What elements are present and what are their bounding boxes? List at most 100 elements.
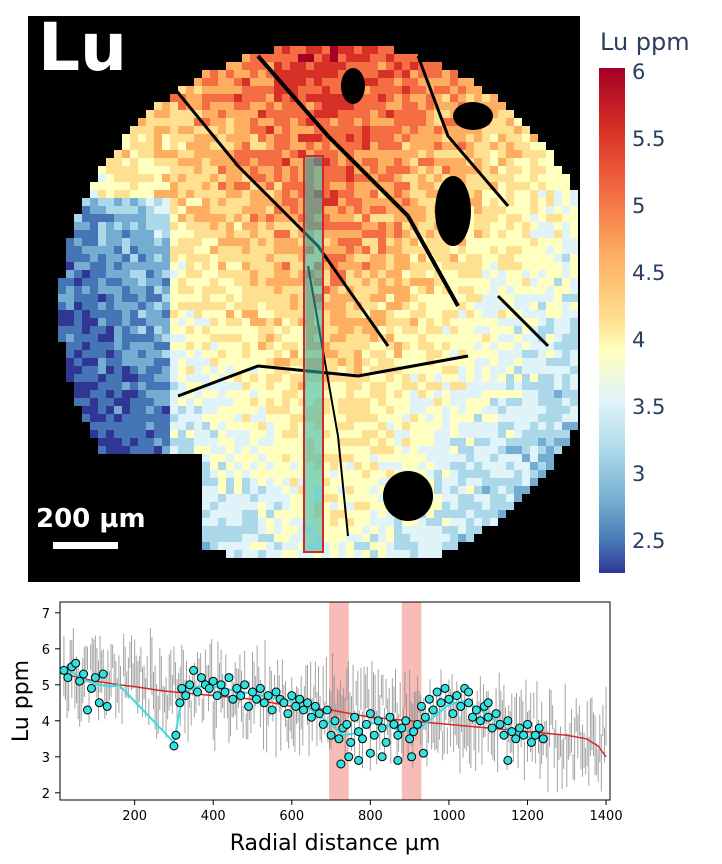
data-point xyxy=(94,698,104,708)
data-point xyxy=(523,719,532,729)
data-point xyxy=(330,716,340,726)
data-point xyxy=(519,730,529,740)
data-point xyxy=(169,741,179,751)
grain-hole xyxy=(453,102,493,130)
data-point xyxy=(283,709,293,719)
x-axis-label: Radial distance µm xyxy=(230,831,441,856)
data-point xyxy=(303,698,312,708)
scalebar-line xyxy=(53,542,118,549)
data-point xyxy=(432,687,442,697)
y-tick-label: 4 xyxy=(42,715,50,730)
x-tick-label: 600 xyxy=(279,809,304,824)
colorbar-tick: 4.5 xyxy=(632,261,666,285)
data-point xyxy=(409,727,419,737)
data-point xyxy=(271,687,281,697)
x-tick-label: 200 xyxy=(122,809,147,824)
data-point xyxy=(530,730,540,740)
x-tick-label: 1400 xyxy=(590,809,623,824)
y-tick-label: 6 xyxy=(42,643,50,658)
data-point xyxy=(98,669,108,679)
data-point xyxy=(377,752,387,762)
x-tick-label: 800 xyxy=(358,809,383,824)
data-point xyxy=(248,687,257,697)
data-point xyxy=(306,712,316,722)
data-point xyxy=(538,734,548,744)
radial-profile-chart: 200 400 600 800 1000 1200 1400 2 3 4 5 6 7 Radial dis… xyxy=(9,601,623,856)
data-point xyxy=(397,723,407,733)
data-point xyxy=(354,727,364,737)
data-point xyxy=(204,683,214,693)
data-point xyxy=(440,683,450,693)
element-label: Lu xyxy=(38,9,128,86)
data-point xyxy=(436,698,446,708)
data-point xyxy=(365,709,375,719)
data-point xyxy=(354,755,364,765)
data-point xyxy=(175,698,185,708)
colorbar-tick: 3.5 xyxy=(632,395,666,419)
x-tick-label: 1200 xyxy=(511,809,544,824)
data-point xyxy=(389,719,399,729)
data-point xyxy=(491,709,501,719)
data-point xyxy=(224,673,234,683)
colorbar-title: Lu ppm xyxy=(600,28,690,56)
data-point xyxy=(79,669,89,679)
data-point xyxy=(63,673,73,683)
data-point xyxy=(299,705,309,715)
data-point xyxy=(193,687,202,697)
data-point xyxy=(511,734,521,744)
data-point xyxy=(393,730,403,740)
data-point xyxy=(259,698,269,708)
x-tick-label: 400 xyxy=(201,809,226,824)
data-point xyxy=(314,709,324,719)
data-point xyxy=(405,734,415,744)
data-point xyxy=(495,719,505,729)
data-point xyxy=(452,691,462,701)
plot-frame xyxy=(59,601,611,801)
lu-concentration-map: Lu 200 µm xyxy=(28,9,580,582)
data-point xyxy=(413,719,422,729)
data-point xyxy=(416,701,426,711)
data-point xyxy=(464,687,474,697)
data-point xyxy=(263,691,273,701)
data-point xyxy=(83,705,92,715)
data-point xyxy=(310,701,320,711)
y-tick-label: 5 xyxy=(42,679,50,694)
data-point xyxy=(279,698,289,708)
data-point xyxy=(232,683,242,693)
data-point xyxy=(171,730,181,740)
data-point xyxy=(428,705,438,715)
data-point xyxy=(90,673,100,683)
data-point xyxy=(444,694,454,704)
data-point xyxy=(499,730,509,740)
scalebar-label: 200 µm xyxy=(36,504,146,534)
data-point xyxy=(255,683,265,693)
data-point xyxy=(448,709,458,719)
data-point xyxy=(71,658,81,668)
data-point xyxy=(487,723,497,733)
data-point xyxy=(369,730,379,740)
colorbar-tick: 6 xyxy=(632,60,646,84)
data-point xyxy=(326,730,336,740)
data-point xyxy=(212,691,222,701)
data-point xyxy=(483,712,493,722)
data-point xyxy=(401,716,411,726)
data-point xyxy=(507,727,517,737)
data-point xyxy=(181,691,191,701)
data-point xyxy=(534,723,544,733)
data-point xyxy=(287,691,297,701)
data-point xyxy=(361,719,371,729)
data-point xyxy=(291,701,301,711)
highlight-band xyxy=(401,602,422,800)
data-point xyxy=(381,737,391,747)
colorbar-tick: 5 xyxy=(632,194,646,218)
data-point xyxy=(86,683,96,693)
data-point xyxy=(526,737,536,747)
y-tick-label: 2 xyxy=(42,787,50,802)
data-point xyxy=(295,694,305,704)
colorbar-tick: 5.5 xyxy=(632,127,666,151)
data-point xyxy=(342,719,352,729)
data-point xyxy=(420,712,430,722)
data-point xyxy=(393,755,403,765)
data-point xyxy=(185,680,195,690)
data-point xyxy=(220,687,230,697)
